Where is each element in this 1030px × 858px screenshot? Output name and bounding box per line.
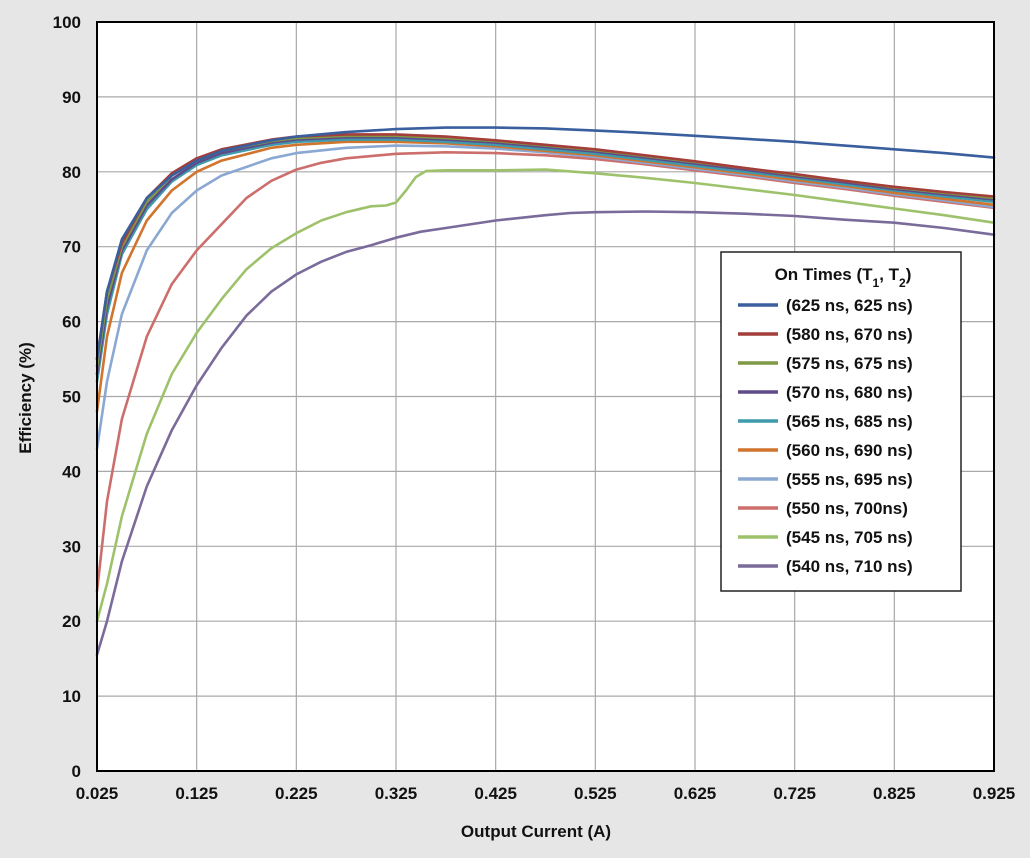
y-axis-title: Efficiency (%) bbox=[16, 342, 35, 453]
legend-label: (545 ns, 705 ns) bbox=[786, 528, 913, 547]
x-tick-label: 0.025 bbox=[76, 784, 119, 803]
y-tick-label: 30 bbox=[62, 537, 81, 556]
x-tick-label: 0.225 bbox=[275, 784, 318, 803]
series-line bbox=[95, 168, 996, 623]
legend-label: (540 ns, 710 ns) bbox=[786, 557, 913, 576]
legend-label: (575 ns, 675 ns) bbox=[786, 354, 913, 373]
legend-label: (550 ns, 700ns) bbox=[786, 499, 908, 518]
y-tick-label: 80 bbox=[62, 163, 81, 182]
x-tick-label: 0.625 bbox=[674, 784, 717, 803]
x-tick-label: 0.425 bbox=[474, 784, 517, 803]
legend-label: (580 ns, 670 ns) bbox=[786, 325, 913, 344]
series-line bbox=[95, 126, 996, 361]
x-tick-label: 0.725 bbox=[773, 784, 816, 803]
series-lines bbox=[95, 126, 996, 657]
legend-label: (570 ns, 680 ns) bbox=[786, 383, 913, 402]
y-tick-label: 40 bbox=[62, 462, 81, 481]
y-tick-label: 0 bbox=[72, 762, 81, 781]
y-tick-label: 20 bbox=[62, 612, 81, 631]
x-tick-label: 0.325 bbox=[375, 784, 418, 803]
x-tick-label: 0.525 bbox=[574, 784, 617, 803]
x-tick-labels: 0.025 0.125 0.225 0.325 0.425 0.525 0.625 0.725… bbox=[76, 784, 1016, 803]
y-tick-label: 90 bbox=[62, 88, 81, 107]
x-tick-label: 0.125 bbox=[175, 784, 218, 803]
y-tick-label: 70 bbox=[62, 238, 81, 257]
series-line bbox=[95, 136, 996, 376]
x-tick-label: 0.925 bbox=[973, 784, 1016, 803]
y-tick-label: 60 bbox=[62, 313, 81, 332]
legend-label: (565 ns, 685 ns) bbox=[786, 412, 913, 431]
series-line bbox=[95, 210, 996, 657]
series-line bbox=[95, 144, 996, 451]
legend-box bbox=[720, 251, 962, 592]
legend-label: (625 ns, 625 ns) bbox=[786, 296, 913, 315]
legend-label: (555 ns, 695 ns) bbox=[786, 470, 913, 489]
series-line bbox=[95, 151, 996, 593]
legend-title: On Times (T1, T2) bbox=[775, 265, 912, 290]
series-line bbox=[95, 140, 996, 413]
y-tick-labels: 0 10 20 30 40 50 60 70 80 90 100 bbox=[53, 13, 81, 781]
y-tick-label: 100 bbox=[53, 13, 81, 32]
y-tick-label: 10 bbox=[62, 687, 81, 706]
y-tick-label: 50 bbox=[62, 388, 81, 407]
plot-border bbox=[96, 21, 995, 772]
series-line bbox=[95, 138, 996, 383]
legend: On Times (T1, T2) (625 ns, 625 ns) (580 n… bbox=[720, 251, 962, 592]
legend-items: (625 ns, 625 ns) (580 ns, 670 ns) (575 ns,… bbox=[738, 296, 913, 576]
legend-label: (560 ns, 690 ns) bbox=[786, 441, 913, 460]
x-tick-label: 0.825 bbox=[873, 784, 916, 803]
x-axis-title: Output Current (A) bbox=[461, 822, 611, 841]
